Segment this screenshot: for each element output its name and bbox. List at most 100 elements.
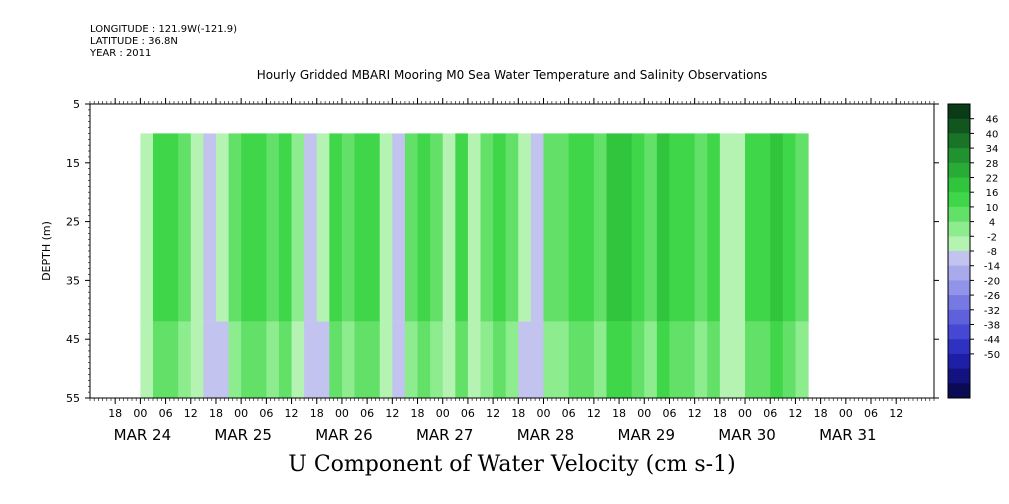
y-tick-label: 15	[66, 157, 80, 170]
x-tick-label: 18	[814, 407, 828, 420]
x-tick-label: 12	[688, 407, 702, 420]
heatmap-cell	[543, 321, 557, 398]
heatmap-cell	[480, 133, 494, 322]
heatmap-cell	[593, 133, 608, 322]
y-tick-label: 35	[66, 274, 80, 287]
colorbar-band	[948, 148, 970, 164]
heatmap-cell	[278, 321, 293, 398]
date-label: MAR 24	[114, 426, 171, 444]
heatmap-cell	[430, 133, 444, 322]
heatmap-cell	[241, 133, 255, 322]
colorbar-label: -26	[984, 291, 1000, 302]
colorbar-label: 16	[986, 188, 999, 199]
heatmap-cell	[341, 321, 356, 398]
y-tick-label: 5	[73, 98, 80, 111]
colorbar-band	[948, 309, 970, 325]
heatmap-cell	[682, 321, 696, 398]
colorbar-label: -32	[984, 306, 1000, 317]
colorbar-label: 34	[986, 144, 999, 155]
x-tick-label: 18	[310, 407, 324, 420]
heatmap-cell	[770, 133, 784, 322]
heatmap-cell	[719, 321, 734, 398]
colorbar-label: 46	[986, 115, 999, 126]
heatmap-cell	[518, 321, 532, 398]
heatmap-cell	[656, 133, 671, 322]
heatmap-cell	[404, 133, 419, 322]
heatmap-cell	[518, 133, 532, 322]
colorbar-band	[948, 324, 970, 340]
heatmap-cell	[656, 321, 671, 398]
year-label: YEAR : 2011	[90, 48, 152, 59]
x-tick-label: 12	[587, 407, 601, 420]
x-tick-label: 06	[360, 407, 374, 420]
heatmap-cell	[606, 321, 620, 398]
heatmap-cell	[732, 321, 746, 398]
axes: 5 15 25 35 45 55 DEPTH (m) 18 00 06 12 18 00 06 12 18 00…	[40, 98, 939, 444]
heatmap-cell	[556, 321, 570, 398]
colorbar-label: 10	[986, 203, 999, 214]
heatmap-cell	[253, 321, 267, 398]
heatmap-cell	[304, 133, 318, 322]
heatmap-cell	[178, 133, 192, 322]
heatmap-cell	[593, 321, 608, 398]
colorbar-band	[948, 280, 970, 296]
y-tick-label: 55	[66, 392, 80, 405]
heatmap-cell	[719, 133, 734, 322]
heatmap-cell	[392, 133, 406, 322]
colorbar-band	[948, 339, 970, 355]
heatmap-cell	[682, 133, 696, 322]
date-label: MAR 28	[517, 426, 574, 444]
heatmap-cell	[266, 133, 280, 322]
x-tick-label: 12	[788, 407, 802, 420]
longitude-label: LONGITUDE : 121.9W(-121.9)	[90, 24, 237, 35]
heatmap-cell	[455, 321, 469, 398]
x-tick-label: 12	[285, 407, 299, 420]
colorbar-label: -44	[984, 335, 1000, 346]
heatmap-cell	[606, 133, 620, 322]
heatmap-cell	[228, 133, 242, 322]
colorbar-band	[948, 162, 970, 178]
heatmap-cell	[430, 321, 444, 398]
heatmap-cell	[707, 321, 721, 398]
heatmap-cell	[341, 133, 356, 322]
heatmap-cell	[316, 321, 330, 398]
heatmap-cell	[631, 321, 645, 398]
x-tick-label: 06	[259, 407, 273, 420]
heatmap-cell	[619, 133, 633, 322]
heatmap-cell	[493, 321, 507, 398]
colorbar-label: -20	[984, 276, 1000, 287]
heatmap-cell	[417, 321, 431, 398]
x-tick-label: 06	[159, 407, 173, 420]
y-tick-label: 25	[66, 216, 80, 229]
heatmap-cell	[694, 133, 708, 322]
plot-area	[140, 133, 809, 398]
x-tick-label: 18	[108, 407, 122, 420]
heatmap-cell	[190, 133, 204, 322]
latitude-label: LATITUDE : 36.8N	[90, 36, 178, 47]
heatmap-cell	[581, 133, 595, 322]
colorbar-band	[948, 206, 970, 223]
x-tick-label: 00	[738, 407, 752, 420]
heatmap-cell	[770, 321, 784, 398]
heatmap-cell	[568, 321, 582, 398]
heatmap-cell	[152, 133, 167, 322]
heatmap-cell	[467, 133, 482, 322]
heatmap-cell	[228, 321, 242, 398]
colorbar-band	[948, 383, 970, 399]
heatmap-cell	[745, 321, 759, 398]
heatmap-cell	[442, 321, 456, 398]
heatmap-cell	[392, 321, 406, 398]
date-label: MAR 25	[214, 426, 271, 444]
x-tick-label: 12	[889, 407, 903, 420]
date-label: MAR 31	[819, 426, 876, 444]
x-tick-label: 18	[713, 407, 727, 420]
colorbar-label: -50	[984, 350, 1000, 361]
colorbar-band	[948, 265, 970, 281]
heatmap-cell	[178, 321, 192, 398]
chart-title: Hourly Gridded MBARI Mooring M0 Sea Wate…	[256, 68, 768, 82]
colorbar-band	[948, 118, 970, 134]
heatmap-cell	[556, 133, 570, 322]
heatmap-cell	[707, 133, 721, 322]
heatmap-cell	[190, 321, 204, 398]
colorbar-band	[948, 133, 970, 149]
